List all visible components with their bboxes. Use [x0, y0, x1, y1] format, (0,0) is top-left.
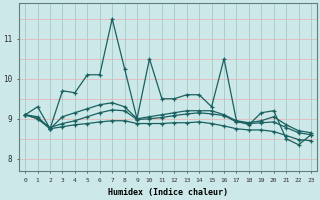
X-axis label: Humidex (Indice chaleur): Humidex (Indice chaleur) — [108, 188, 228, 197]
